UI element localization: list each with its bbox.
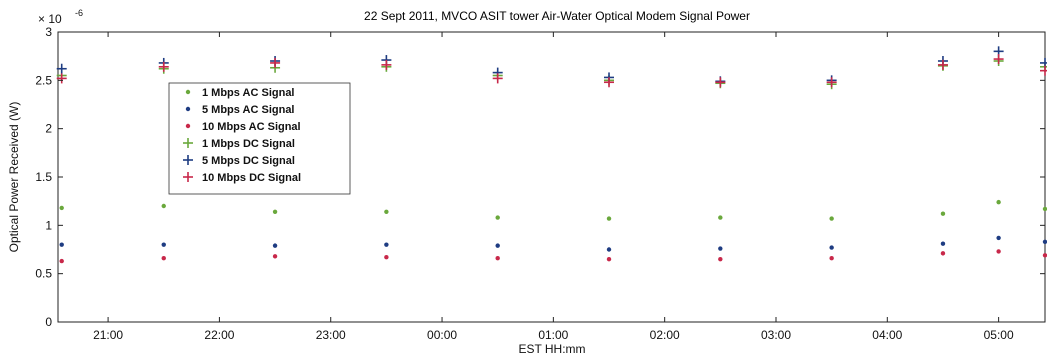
data-point	[826, 77, 837, 88]
data-point	[937, 59, 948, 70]
data-point	[829, 245, 834, 250]
legend-label: 5 Mbps AC Signal	[202, 104, 295, 116]
legend-label: 1 Mbps DC Signal	[202, 138, 295, 150]
data-point	[606, 256, 612, 262]
x-tick-label: 01:00	[538, 328, 568, 342]
legend-label: 5 Mbps DC Signal	[202, 155, 295, 167]
data-point	[996, 235, 1001, 241]
data-point	[56, 73, 67, 84]
y-tick-label: 1	[45, 218, 52, 232]
data-point	[606, 216, 612, 221]
legend-marker	[185, 89, 191, 95]
data-point	[718, 215, 723, 220]
y-tick-label: 2	[45, 122, 52, 136]
data-point	[1042, 239, 1047, 244]
data-point	[270, 57, 281, 68]
series-3	[59, 249, 1047, 264]
data-point	[996, 249, 1001, 254]
data-point	[604, 77, 615, 88]
data-point	[1042, 206, 1047, 212]
data-point	[993, 54, 1004, 65]
data-point	[161, 242, 166, 247]
legend-marker	[183, 155, 193, 165]
data-point	[718, 246, 723, 251]
data-point	[829, 216, 834, 221]
legend-label: 10 Mbps DC Signal	[202, 172, 301, 184]
data-point	[59, 205, 64, 211]
legend-label: 1 Mbps AC Signal	[202, 87, 295, 99]
series-2	[59, 235, 1047, 252]
y-tick-label: 2.5	[35, 73, 52, 87]
y-multiplier: × 10 -6	[38, 8, 83, 26]
data-point	[161, 203, 166, 209]
y-tick-label: 3	[45, 25, 52, 39]
y-ticks: 0 0.5 1 1.5 2 2.5 3	[35, 25, 1045, 329]
data-point	[715, 77, 726, 88]
legend-label: 10 Mbps AC Signal	[202, 121, 301, 133]
data-point	[606, 247, 612, 252]
x-ticks: 21:00 22:00 23:00 00:00 01:00 02:00 03:00 04:00…	[93, 32, 1014, 342]
x-axis-label: EST HH:mm	[518, 342, 585, 356]
data-point	[495, 256, 500, 261]
series-marks	[56, 46, 1047, 264]
data-point	[384, 255, 389, 260]
x-tick-label: 21:00	[93, 328, 123, 342]
series-6	[56, 54, 1047, 88]
y-multiplier-base: × 10	[38, 12, 62, 26]
data-point	[272, 209, 278, 214]
data-point	[492, 73, 503, 84]
data-point	[718, 256, 723, 262]
series-1	[59, 199, 1047, 221]
data-point	[495, 215, 500, 220]
data-point	[384, 209, 389, 214]
y-tick-label: 0.5	[35, 267, 52, 281]
data-point	[384, 242, 389, 247]
legend-marker	[185, 123, 191, 129]
x-tick-label: 04:00	[872, 328, 902, 342]
y-tick-label: 0	[45, 315, 52, 329]
y-multiplier-exponent: -6	[75, 8, 83, 18]
legend-items: 1 Mbps AC Signal 5 Mbps AC Signal 10 Mbps …	[183, 87, 301, 184]
x-tick-label: 00:00	[427, 328, 457, 342]
data-point	[940, 211, 946, 216]
x-tick-label: 02:00	[650, 328, 680, 342]
legend: 1 Mbps AC Signal 5 Mbps AC Signal 10 Mbps …	[168, 82, 351, 195]
x-tick-label: 03:00	[761, 328, 791, 342]
data-point	[940, 251, 946, 256]
data-point	[1042, 253, 1047, 258]
data-point	[158, 61, 169, 72]
data-point	[829, 256, 834, 261]
data-point	[56, 63, 67, 74]
data-point	[996, 199, 1001, 205]
data-point	[59, 242, 64, 247]
legend-marker	[183, 138, 193, 148]
x-tick-label: 22:00	[204, 328, 234, 342]
data-point	[272, 243, 278, 248]
legend-marker	[183, 172, 193, 182]
legend-box	[168, 82, 351, 195]
data-point	[381, 59, 392, 70]
x-tick-label: 23:00	[316, 328, 346, 342]
chart-title: 22 Sept 2011, MVCO ASIT tower Air-Water …	[364, 9, 750, 23]
y-tick-label: 1.5	[35, 170, 52, 184]
legend-marker	[185, 106, 191, 112]
x-tick-label: 05:00	[984, 328, 1014, 342]
data-point	[161, 256, 166, 261]
y-axis-label: Optical Power Received (W)	[7, 102, 21, 253]
data-point	[940, 241, 946, 246]
data-point	[272, 254, 278, 259]
data-point	[495, 243, 500, 248]
data-point	[59, 258, 64, 264]
data-point	[1040, 65, 1047, 76]
